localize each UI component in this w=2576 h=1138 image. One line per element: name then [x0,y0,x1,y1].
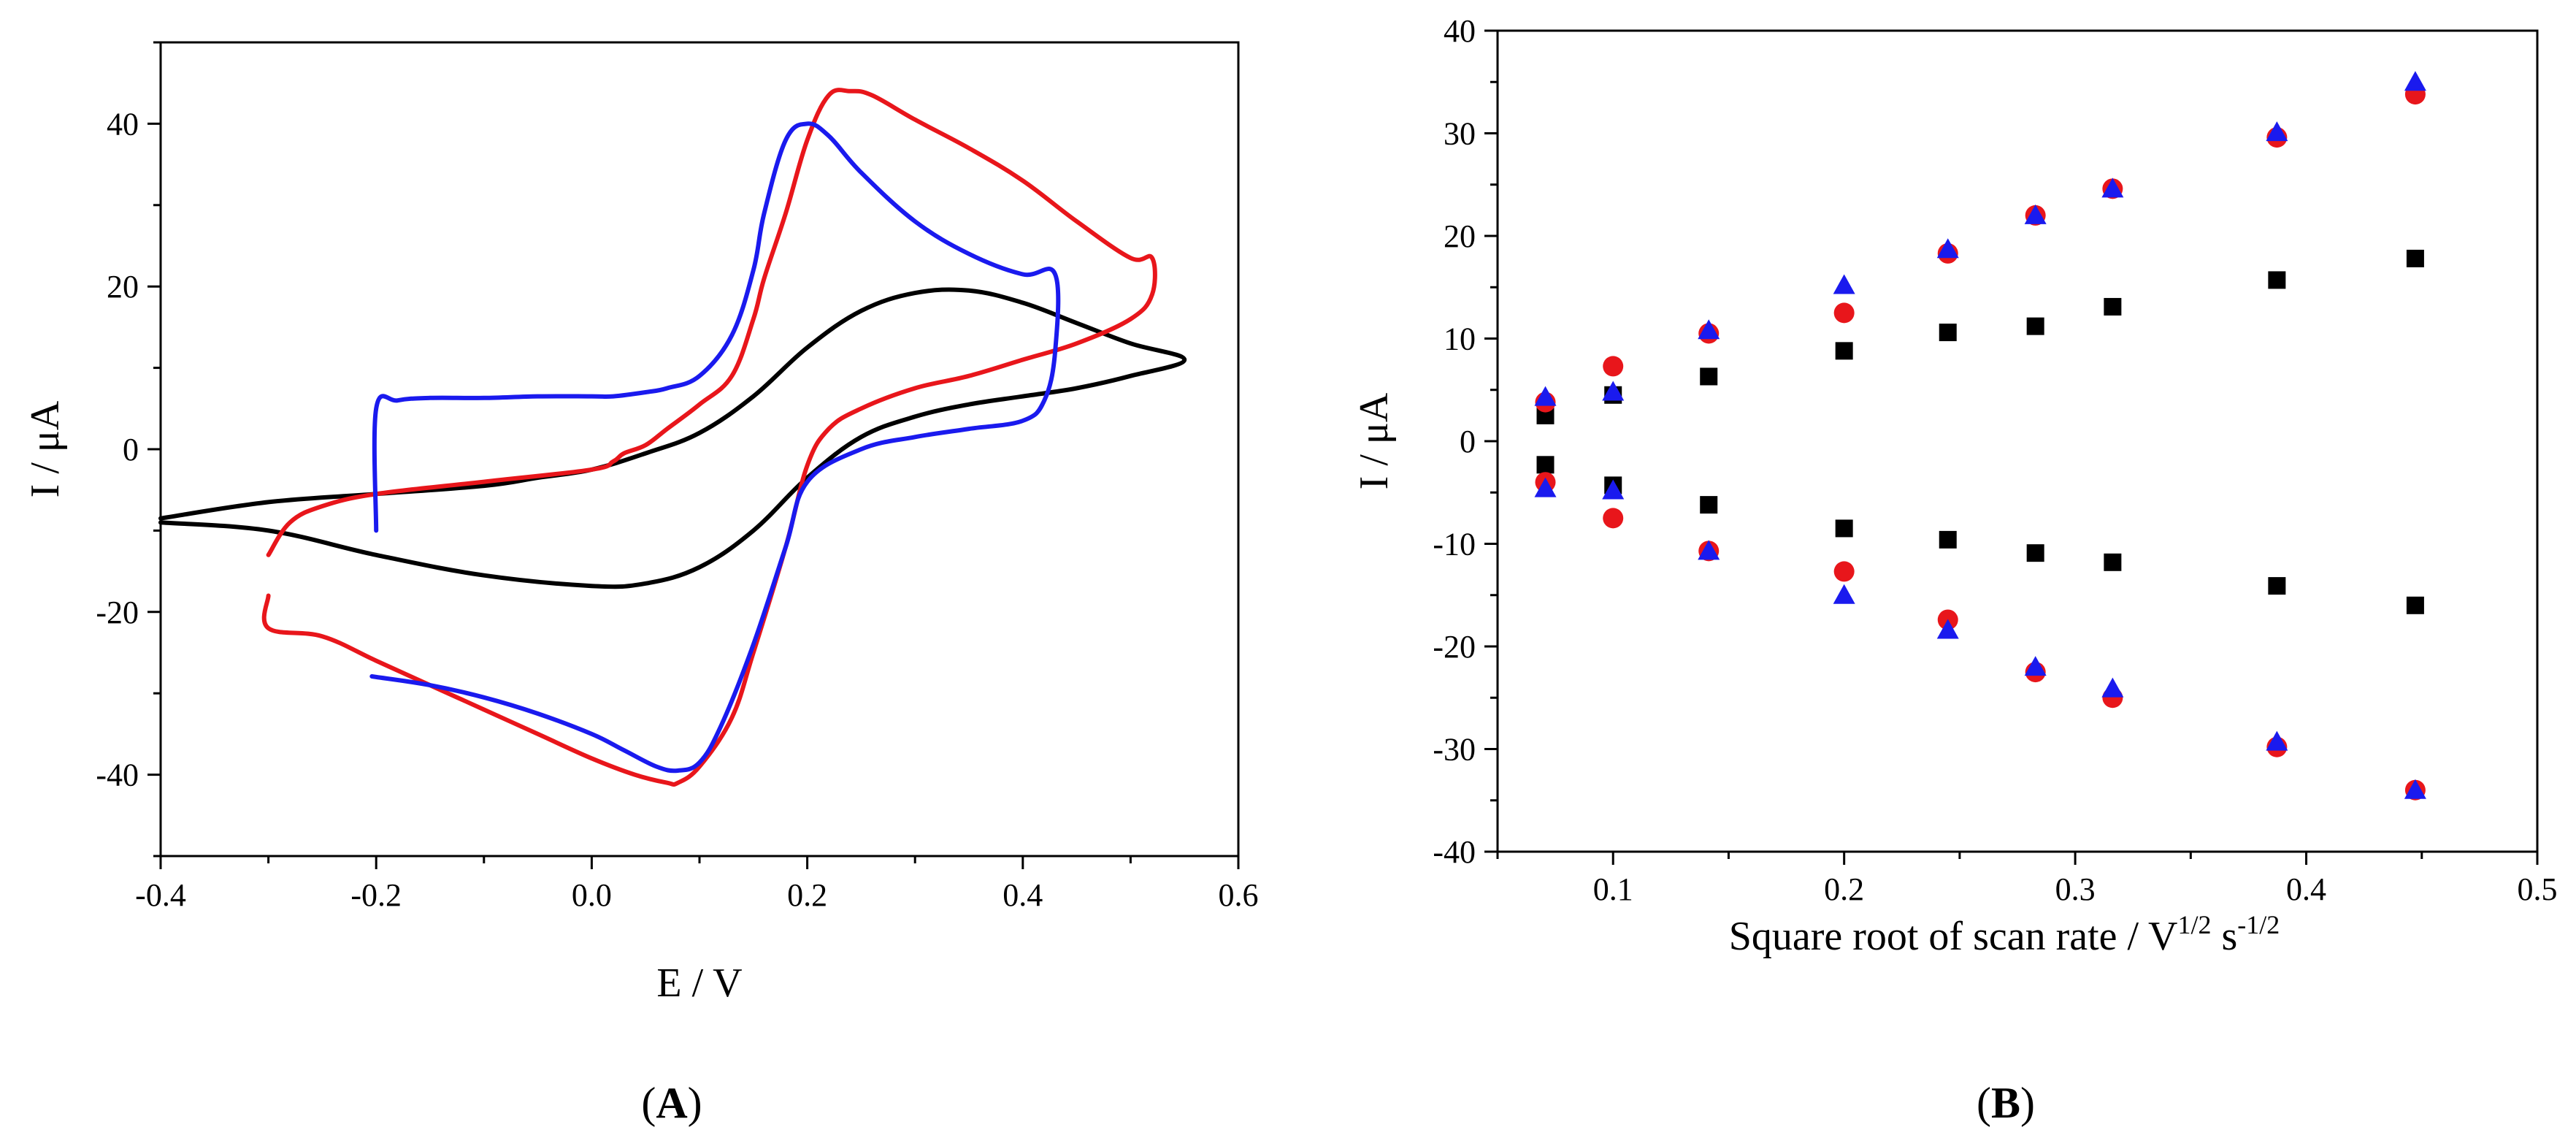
panel-a-ytick-label: -40 [96,757,139,793]
point-triangle [1602,479,1625,500]
point-circle [1603,508,1624,529]
point-triangle [2101,177,2124,198]
point-square [1700,496,1718,514]
panel-b-ytick-label: 0 [1460,424,1476,459]
point-triangle [2101,677,2124,698]
point-circle [1603,356,1624,377]
panel-b-ytick-label: -30 [1433,732,1476,768]
panel-b: 0.1 0.2 0.3 0.4 0.5 -40 -30 -20 -10 0 10 20 30 40 Squ… [1352,13,2558,1127]
point-triangle [1833,584,1855,604]
point-circle [1833,302,1855,324]
panel-a-xtick-label: -0.4 [135,877,186,913]
point-triangle [1534,386,1557,406]
point-triangle [1534,477,1557,497]
point-triangle [1936,238,1959,259]
panel-b-xtick-label: 0.4 [2286,871,2326,907]
point-triangle [1698,319,1720,340]
panel-b-ylabel: I / μA [1352,392,1397,489]
panel-a-xlabel: E / V [656,961,742,1006]
point-triangle [2024,656,2047,676]
point-square [1835,519,1853,538]
point-triangle [2266,730,2288,751]
point-triangle [2404,71,2426,91]
cv-curve-black [158,287,1187,589]
point-square [2026,317,2044,335]
panel-b-ytick-label: 10 [1444,321,1476,357]
panel-a-ytick-label: 0 [123,432,139,467]
panel-b-xlabel: Square root of scan rate / V1/2 s-1/2 [1729,910,2280,959]
panel-b-xlabel-main: Square root of scan rate / V [1729,914,2178,959]
panel-b-ytick-label: -10 [1433,527,1476,562]
panel-a-ticks: -0.4 -0.2 0.0 0.2 0.4 0.6 -40 -20 0 20 40 [96,41,1259,913]
panel-a-xtick-label: 0.0 [572,877,612,913]
panel-a-ytick-label: 40 [107,106,139,142]
point-triangle [2266,121,2288,142]
point-triangle [2404,779,2426,799]
panel-a-xtick-label: -0.2 [350,877,402,913]
panel-b-xlabel-sup1: 1/2 [2177,910,2211,939]
panel-a-caption: (A) [641,1079,702,1127]
panel-b-points [1534,71,2426,801]
panel-b-xtick-label: 0.5 [2518,871,2558,907]
panel-a: -0.4 -0.2 0.0 0.2 0.4 0.6 -40 -20 0 20 40 E / V I … [23,41,1259,1127]
point-square [1700,367,1718,386]
panel-b-ticks: 0.1 0.2 0.3 0.4 0.5 -40 -30 -20 -10 0 10 20 30 40 [1433,13,2557,907]
panel-b-ytick-label: -40 [1433,834,1476,870]
point-square [1835,342,1853,360]
panel-b-ytick-label: 20 [1444,218,1476,254]
panel-a-ytick-label: -20 [96,595,139,630]
point-square [2406,249,2424,267]
point-triangle [1936,619,1959,639]
panel-b-xtick-label: 0.3 [2055,871,2096,907]
panel-b-caption: (B) [1977,1079,2035,1127]
point-square [1536,456,1555,474]
panel-b-xtick-label: 0.2 [1824,871,1864,907]
point-square [2104,297,2122,316]
cv-curve-blue [369,121,1061,774]
point-circle [1833,561,1855,582]
panel-a-xtick-label: 0.2 [787,877,827,913]
panel-a-ylabel: I / μA [23,400,68,497]
panel-b-ytick-label: -20 [1433,629,1476,665]
panel-a-curves [158,88,1187,787]
panel-a-xtick-label: 0.4 [1003,877,1043,913]
point-triangle [1698,540,1720,560]
panel-a-letter: A [656,1079,687,1127]
point-square [2406,596,2424,614]
panel-b-ytick-label: 40 [1444,13,1476,49]
point-triangle [1833,274,1855,294]
cv-curve-red [261,88,1157,787]
point-square [2104,553,2122,571]
panel-a-ytick-label: 20 [107,269,139,305]
panel-b-xlabel-mid: s [2212,914,2238,959]
point-square [1939,530,1957,549]
panel-a-frame [159,41,1240,858]
point-square [1939,324,1957,342]
point-triangle [2024,204,2047,224]
point-square [2268,271,2286,289]
panel-b-letter: B [1991,1079,2020,1127]
point-triangle [1602,381,1625,401]
panel-b-xlabel-sup2: -1/2 [2237,910,2280,939]
point-square [2268,577,2286,595]
panel-a-xtick-label: 0.6 [1219,877,1259,913]
panel-b-xtick-label: 0.1 [1593,871,1633,907]
panel-b-ytick-label: 30 [1444,116,1476,152]
panel-b-frame [1496,29,2539,853]
point-square [2026,544,2044,562]
